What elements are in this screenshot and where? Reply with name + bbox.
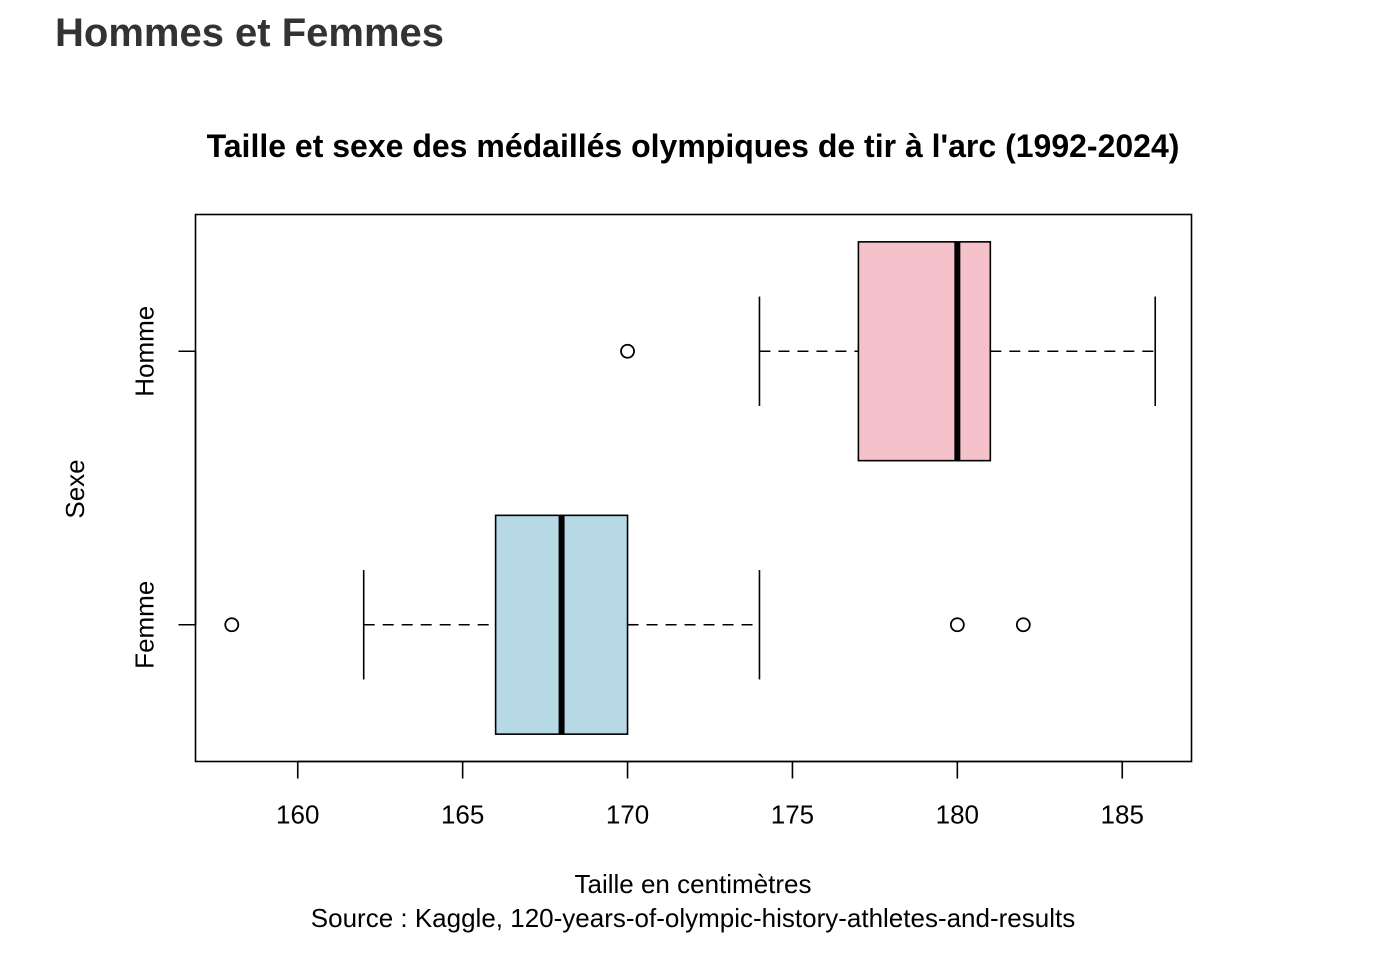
box-femme: [224, 514, 1031, 735]
x-axis-label: Taille en centimètres: [575, 869, 812, 899]
source-caption: Source : Kaggle, 120-years-of-olympic-hi…: [311, 903, 1075, 933]
x-tick-label: 185: [1101, 800, 1144, 830]
y-tick-label: Femme: [130, 581, 160, 669]
box-body: [857, 241, 992, 462]
box-homme: [620, 241, 1157, 462]
y-axis-label: Sexe: [60, 459, 90, 518]
plot-frame: [194, 213, 1193, 763]
x-tick-label: 175: [771, 800, 814, 830]
y-axis: Femme Homme: [130, 306, 197, 669]
page-heading: Hommes et Femmes: [55, 11, 445, 55]
x-axis: 160 165 170 175 180 185: [276, 760, 1144, 830]
y-tick-label: Homme: [130, 306, 160, 397]
outlier-point: [1015, 617, 1031, 633]
outlier-point: [224, 617, 240, 633]
boxes: [224, 241, 1157, 735]
outlier-point: [949, 617, 965, 633]
x-tick-label: 180: [936, 800, 979, 830]
x-tick-label: 160: [276, 800, 319, 830]
x-tick-label: 165: [441, 800, 484, 830]
outlier-point: [620, 343, 635, 359]
x-tick-label: 170: [606, 800, 649, 830]
chart-title: Taille et sexe des médaillés olympiques …: [207, 128, 1180, 164]
